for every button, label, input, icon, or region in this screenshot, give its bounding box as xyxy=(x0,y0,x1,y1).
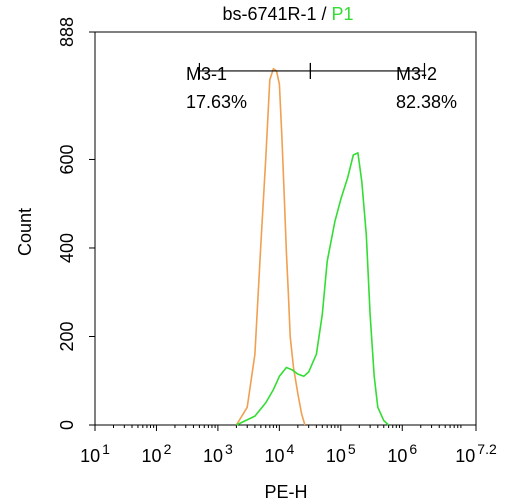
chart-title-text: bs-6741R-1 / xyxy=(222,4,331,24)
marker-percent-2: 82.38% xyxy=(396,92,457,112)
chart-title-gate: P1 xyxy=(332,4,354,24)
x-tick-label: 10 1 xyxy=(80,441,110,466)
marker-name-1: M3-1 xyxy=(186,64,227,84)
y-tick-label: 400 xyxy=(57,233,77,263)
y-axis-label: Count xyxy=(15,208,35,256)
y-tick-label: 0 xyxy=(57,420,77,430)
chart-title: bs-6741R-1 / P1 xyxy=(222,4,353,24)
plot-frame xyxy=(94,31,477,426)
x-tick-label: 10 2 xyxy=(142,441,172,466)
marker-gates: M3-1 17.63% M3-2 82.38% xyxy=(186,62,457,112)
histogram-series xyxy=(235,67,390,426)
x-tick-label: 10 3 xyxy=(203,441,233,466)
marker-percent-1: 17.63% xyxy=(186,92,247,112)
y-tick-label: 888 xyxy=(57,17,77,47)
sample-histogram-line xyxy=(236,152,390,426)
x-tick-label: 10 6 xyxy=(387,441,417,466)
x-tick-label: 10 4 xyxy=(264,441,294,466)
axis-ticks: 10 1 10 2 10 3 10 4 10 5 10 6 10 7.2 0 200 400 600 888 xyxy=(57,17,497,466)
y-tick-label: 600 xyxy=(57,144,77,174)
x-tick-label: 10 7.2 xyxy=(455,441,497,466)
marker-name-2: M3-2 xyxy=(396,64,437,84)
x-tick-label: 10 5 xyxy=(326,441,356,466)
x-axis-label: PE-H xyxy=(264,482,307,502)
y-tick-label: 200 xyxy=(57,321,77,351)
